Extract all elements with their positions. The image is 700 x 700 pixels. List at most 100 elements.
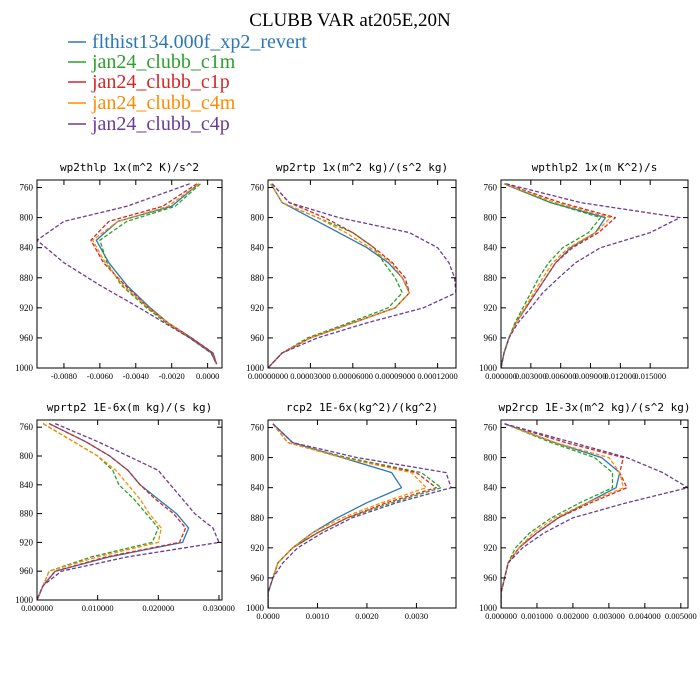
- x-tick-label: 0.004000: [629, 611, 661, 621]
- x-tick-label: 0.012000: [604, 371, 636, 381]
- x-tick-label: -0.0040: [123, 371, 149, 381]
- x-tick-label: 0.000000: [485, 371, 517, 381]
- panels: wp2thlp 1x(m^2 K)/s^2 760 800 840 880 920 960 1…: [15, 161, 697, 621]
- series-line: [501, 183, 602, 368]
- y-tick-label: 840: [20, 480, 34, 490]
- y-tick-label: 1000: [479, 363, 498, 373]
- y-tick-label: 920: [251, 303, 265, 313]
- x-tick-label: -0.0060: [87, 371, 113, 381]
- x-tick-label: 0.00009000: [375, 371, 415, 381]
- y-tick-label: 800: [20, 213, 34, 223]
- plot-frame: [500, 419, 689, 609]
- y-tick-label: 960: [20, 566, 34, 576]
- y-tick-label: 920: [484, 543, 498, 553]
- series-line: [90, 183, 218, 365]
- x-tick-label: 0.009000: [575, 371, 607, 381]
- y-tick-label: 840: [251, 483, 265, 493]
- y-tick-label: 760: [20, 183, 34, 193]
- x-tick-label: 0.00000000: [248, 371, 288, 381]
- legend-label: jan24_clubb_c4p: [91, 113, 230, 135]
- figure-title: CLUBB VAR at205E,20N: [249, 10, 451, 31]
- chart-panel: wpthlp2 1x(m K^2)/s 760 800 840 880 920 960 100…: [479, 161, 689, 381]
- chart-panel: wp2rcp 1E-3x(m^2 kg)/(s^2 kg)760 800 840 88…: [479, 401, 697, 621]
- x-tick-label: 0.003000: [593, 611, 625, 621]
- panel-title: wpthlp2 1x(m K^2)/s: [532, 161, 658, 174]
- series-line: [501, 183, 681, 368]
- x-tick-label: 0.0000: [256, 611, 279, 621]
- y-tick-label: 960: [484, 333, 498, 343]
- series-line: [37, 423, 220, 600]
- y-tick-label: 760: [484, 183, 498, 193]
- x-tick-label: 0.005000: [665, 611, 697, 621]
- x-tick-label: 0.003000: [515, 371, 547, 381]
- y-tick-label: 960: [20, 333, 34, 343]
- y-tick-label: 920: [20, 303, 34, 313]
- y-tick-label: 1000: [246, 363, 265, 373]
- x-tick-label: 0.030000: [203, 603, 235, 613]
- y-tick-label: 800: [251, 213, 265, 223]
- y-tick-label: 880: [484, 513, 498, 523]
- y-tick-label: 760: [251, 423, 265, 433]
- series-line: [37, 423, 187, 600]
- y-tick-label: 960: [251, 573, 265, 583]
- series-line: [37, 183, 218, 365]
- legend-entry: flthist134.000f_xp2_revert: [68, 31, 307, 53]
- y-tick-label: 800: [20, 451, 34, 461]
- chart-panel: wp2rtp 1x(m^2 kg)/(s^2 kg) 760 800 840 880 92…: [246, 161, 458, 381]
- plot-frame: [36, 179, 223, 369]
- x-tick-label: 0.0010: [306, 611, 329, 621]
- series-line: [37, 423, 162, 600]
- y-tick-label: 840: [251, 243, 265, 253]
- x-tick-label: 0.00012000: [417, 371, 457, 381]
- x-tick-label: 0.00003000: [290, 371, 330, 381]
- x-tick-label: -0.0080: [51, 371, 77, 381]
- panel-title: rcp2 1E-6x(kg^2)/(kg^2): [286, 401, 438, 414]
- y-tick-label: 920: [484, 303, 498, 313]
- legend-label: jan24_clubb_c4m: [91, 92, 236, 114]
- series-line: [99, 183, 218, 365]
- plot-frame: [267, 419, 457, 609]
- x-tick-label: 0.0000: [196, 371, 219, 381]
- panel-title: wp2rtp 1x(m^2 kg)/(s^2 kg): [276, 161, 448, 174]
- plot-frame: [36, 419, 223, 601]
- legend-entry: jan24_clubb_c4p: [68, 113, 230, 135]
- legend-label: jan24_clubb_c1m: [91, 51, 236, 73]
- y-tick-label: 960: [251, 333, 265, 343]
- y-tick-label: 960: [484, 573, 498, 583]
- chart-panel: wp2thlp 1x(m^2 K)/s^2 760 800 840 880 920 960 1…: [15, 161, 223, 381]
- y-tick-label: 840: [484, 483, 498, 493]
- panel-title: wprtp2 1E-6x(m kg)/(s kg): [47, 401, 213, 414]
- x-tick-label: 0.000000: [21, 603, 53, 613]
- legend: flthist134.000f_xp2_revert jan24_clubb_c…: [68, 31, 307, 135]
- legend-label: flthist134.000f_xp2_revert: [92, 31, 307, 53]
- x-tick-label: 0.00006000: [333, 371, 373, 381]
- series-line: [501, 423, 624, 608]
- y-tick-label: 1000: [15, 595, 34, 605]
- x-tick-label: 0.020000: [142, 603, 174, 613]
- plot-frame: [267, 179, 457, 369]
- series-line: [501, 423, 614, 608]
- y-tick-label: 800: [484, 453, 498, 463]
- panel-title: wp2rcp 1E-3x(m^2 kg)/(s^2 kg): [498, 401, 690, 414]
- x-tick-label: 0.001000: [521, 611, 553, 621]
- y-tick-label: 880: [251, 273, 265, 283]
- y-tick-label: 880: [251, 513, 265, 523]
- legend-label: jan24_clubb_c1p: [91, 71, 230, 93]
- y-tick-label: 800: [251, 453, 265, 463]
- x-tick-label: 0.0020: [355, 611, 378, 621]
- y-tick-label: 840: [484, 243, 498, 253]
- x-tick-label: 0.0030: [405, 611, 428, 621]
- x-tick-label: 0.010000: [82, 603, 114, 613]
- x-tick-label: 0.000000: [485, 611, 517, 621]
- y-tick-label: 760: [484, 423, 498, 433]
- series-line: [268, 183, 411, 368]
- y-tick-label: 760: [251, 183, 265, 193]
- legend-entry: jan24_clubb_c1p: [68, 71, 230, 93]
- y-tick-label: 1000: [479, 603, 498, 613]
- y-tick-label: 760: [20, 422, 34, 432]
- y-tick-label: 880: [20, 273, 34, 283]
- y-tick-label: 920: [251, 543, 265, 553]
- x-tick-label: 0.006000: [545, 371, 577, 381]
- series-line: [268, 183, 411, 368]
